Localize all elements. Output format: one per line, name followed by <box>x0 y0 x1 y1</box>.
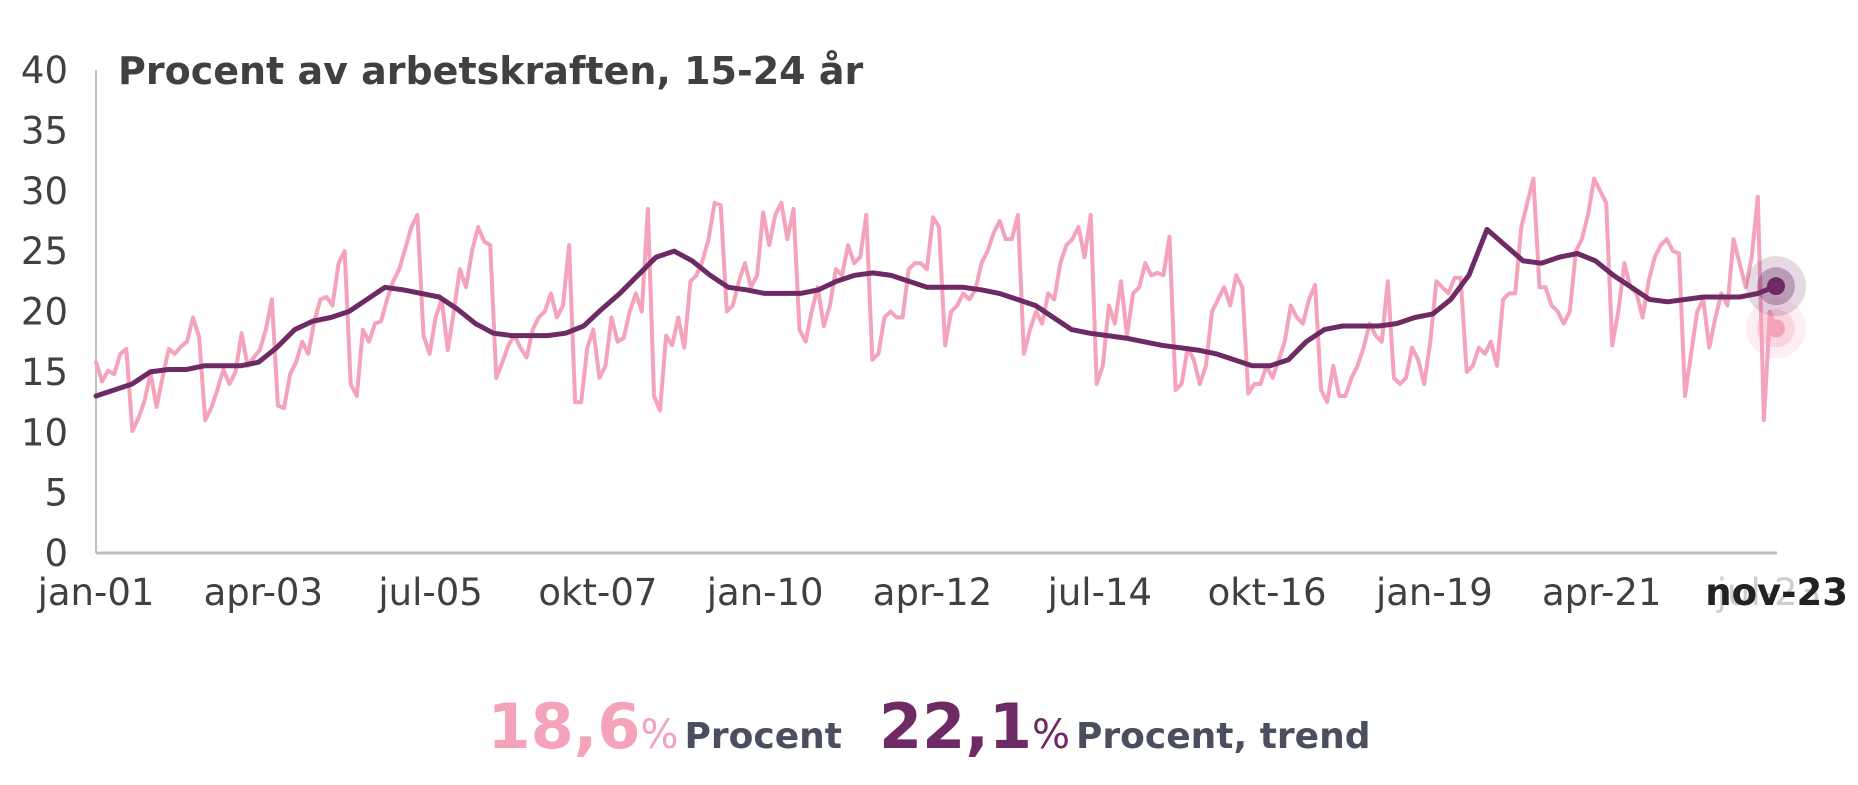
legend-item-procent-trend: 22,1% Procent, trend <box>879 690 1370 763</box>
x-tick-label: jan-10 <box>706 571 824 614</box>
y-tick-label: 20 <box>21 291 68 334</box>
y-tick-label: 40 <box>21 49 68 92</box>
y-tick-label: 10 <box>21 411 68 454</box>
end-marker-procent <box>1767 319 1785 338</box>
y-tick-label: 35 <box>21 109 68 152</box>
y-tick-label: 0 <box>44 532 68 575</box>
trend-percent-sign: % <box>1032 712 1071 758</box>
series-line-procent <box>94 176 1778 433</box>
series-line-procent-trend <box>93 226 1779 399</box>
x-tick-label: jan-01 <box>37 571 155 614</box>
y-tick-label: 30 <box>21 170 68 213</box>
x-tick-label: jan-19 <box>1375 571 1493 614</box>
x-tick-label: okt-07 <box>538 571 657 614</box>
legend-item-procent: 18,6% Procent <box>487 690 841 763</box>
x-tick-label: jul-05 <box>377 571 482 614</box>
y-tick-label: 15 <box>21 351 68 394</box>
end-marker-trend <box>1767 277 1785 296</box>
x-tick-label: apr-21 <box>1542 571 1661 614</box>
y-tick-label: 25 <box>21 230 68 273</box>
chart-title: Procent av arbetskraften, 15-24 år <box>118 49 863 93</box>
x-tick-label: apr-03 <box>204 571 323 614</box>
x-end-label: nov-23 <box>1705 571 1848 614</box>
procent-legend-label: Procent <box>684 716 842 757</box>
trend-legend-label: Procent, trend <box>1076 716 1371 757</box>
y-axis: 0 5 10 15 20 25 30 35 40 <box>21 49 97 575</box>
x-tick-label: jul-23 <box>1716 571 1821 614</box>
x-tick-label: jul-14 <box>1047 571 1152 614</box>
x-axis: jan-01 apr-03 jul-05 okt-07 jan-10 apr-12 jul-… <box>37 551 1821 614</box>
y-tick-label: 5 <box>44 472 68 515</box>
x-tick-label: apr-12 <box>873 571 992 614</box>
plot-area <box>93 176 1806 433</box>
trend-latest-value: 22,1 <box>879 690 1033 763</box>
chart-legend: 18,6% Procent 22,1% Procent, trend <box>0 690 1858 763</box>
procent-percent-sign: % <box>640 712 679 758</box>
x-tick-label: okt-16 <box>1208 571 1327 614</box>
procent-latest-value: 18,6 <box>487 690 641 763</box>
